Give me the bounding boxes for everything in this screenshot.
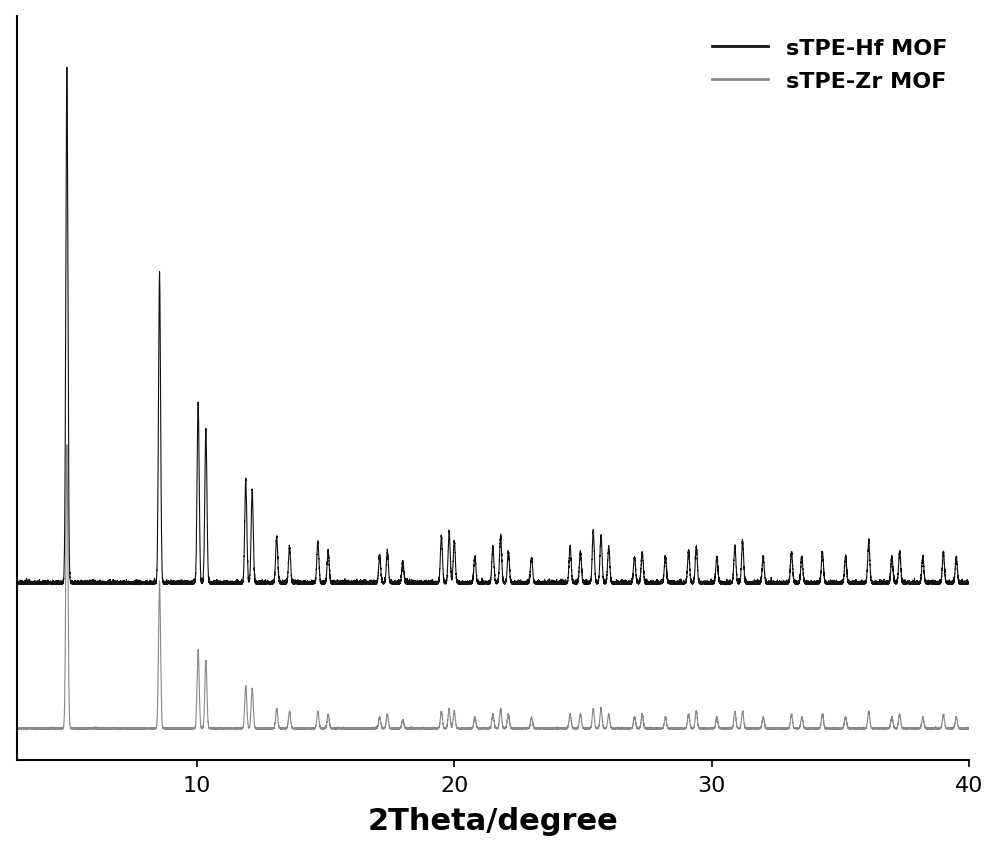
sTPE-Zr MOF xyxy=(932,724,944,734)
Line: sTPE-Zr MOF: sTPE-Zr MOF xyxy=(17,445,969,729)
sTPE-Hf MOF xyxy=(248,562,260,573)
sTPE-Hf MOF xyxy=(902,578,914,588)
sTPE-Zr MOF xyxy=(622,723,634,734)
sTPE-Zr MOF xyxy=(61,440,73,450)
Line: sTPE-Hf MOF: sTPE-Hf MOF xyxy=(17,68,969,584)
X-axis label: 2Theta/degree: 2Theta/degree xyxy=(368,806,618,835)
sTPE-Hf MOF xyxy=(622,579,634,589)
sTPE-Zr MOF xyxy=(901,724,913,734)
sTPE-Zr MOF xyxy=(693,722,705,733)
sTPE-Hf MOF xyxy=(963,577,975,587)
sTPE-Zr MOF xyxy=(461,723,473,734)
sTPE-Zr MOF xyxy=(11,723,23,734)
sTPE-Hf MOF xyxy=(108,579,120,590)
Legend: sTPE-Hf MOF, sTPE-Zr MOF: sTPE-Hf MOF, sTPE-Zr MOF xyxy=(701,28,958,103)
sTPE-Zr MOF xyxy=(587,706,599,717)
sTPE-Hf MOF xyxy=(461,579,473,590)
sTPE-Zr MOF xyxy=(963,723,975,734)
sTPE-Hf MOF xyxy=(61,63,73,73)
sTPE-Hf MOF xyxy=(11,579,23,589)
sTPE-Zr MOF xyxy=(248,716,260,726)
sTPE-Hf MOF xyxy=(587,532,599,543)
sTPE-Hf MOF xyxy=(693,575,705,585)
